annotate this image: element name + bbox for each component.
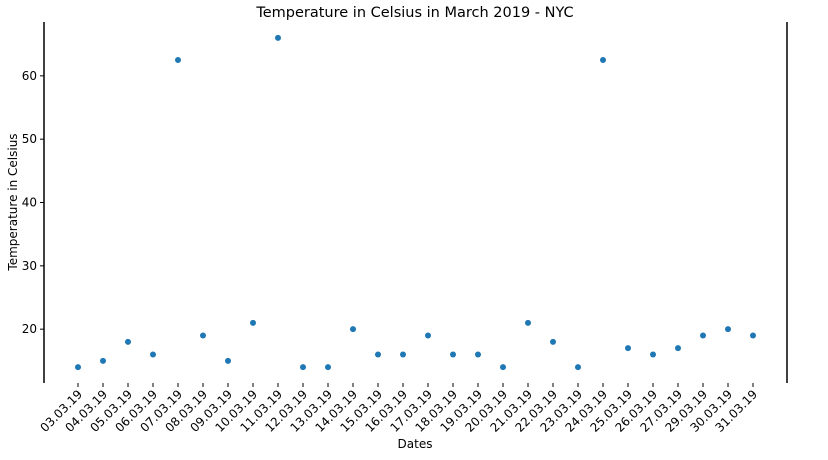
data-point (575, 364, 581, 371)
y-axis: 20 30 40 50 60 (22, 69, 44, 336)
data-point (125, 338, 131, 345)
y-axis-label: Temperature in Celsius (6, 133, 20, 271)
data-point (300, 364, 306, 371)
y-tick-label: 60 (22, 69, 37, 83)
data-point (350, 326, 356, 333)
data-point (275, 34, 281, 41)
data-point (250, 319, 256, 326)
data-point (100, 357, 106, 364)
data-point (375, 351, 381, 358)
chart-title: Temperature in Celsius in March 2019 - N… (255, 5, 573, 21)
x-axis: 03.03.1904.03.1905.03.1906.03.1907.03.19… (37, 383, 760, 435)
data-point (225, 357, 231, 364)
data-point (650, 351, 656, 358)
data-point (675, 345, 681, 352)
y-tick-label: 40 (22, 196, 37, 210)
data-point (75, 364, 81, 371)
y-tick-label: 50 (22, 132, 37, 146)
data-point (200, 332, 206, 339)
data-point (425, 332, 431, 339)
data-point (400, 351, 406, 358)
data-point (700, 332, 706, 339)
data-point (750, 332, 756, 339)
data-point (525, 319, 531, 326)
data-point (175, 57, 181, 63)
y-tick-label: 30 (22, 259, 37, 273)
data-points (75, 34, 756, 371)
data-point (725, 326, 731, 333)
data-point (625, 345, 631, 352)
data-point (500, 364, 506, 371)
y-tick-label: 20 (22, 322, 37, 336)
data-point (150, 351, 156, 358)
x-axis-label: Dates (398, 437, 433, 451)
data-point (475, 351, 481, 358)
data-point (600, 57, 606, 63)
data-point (325, 364, 331, 371)
data-point (450, 351, 456, 358)
data-point (550, 338, 556, 345)
